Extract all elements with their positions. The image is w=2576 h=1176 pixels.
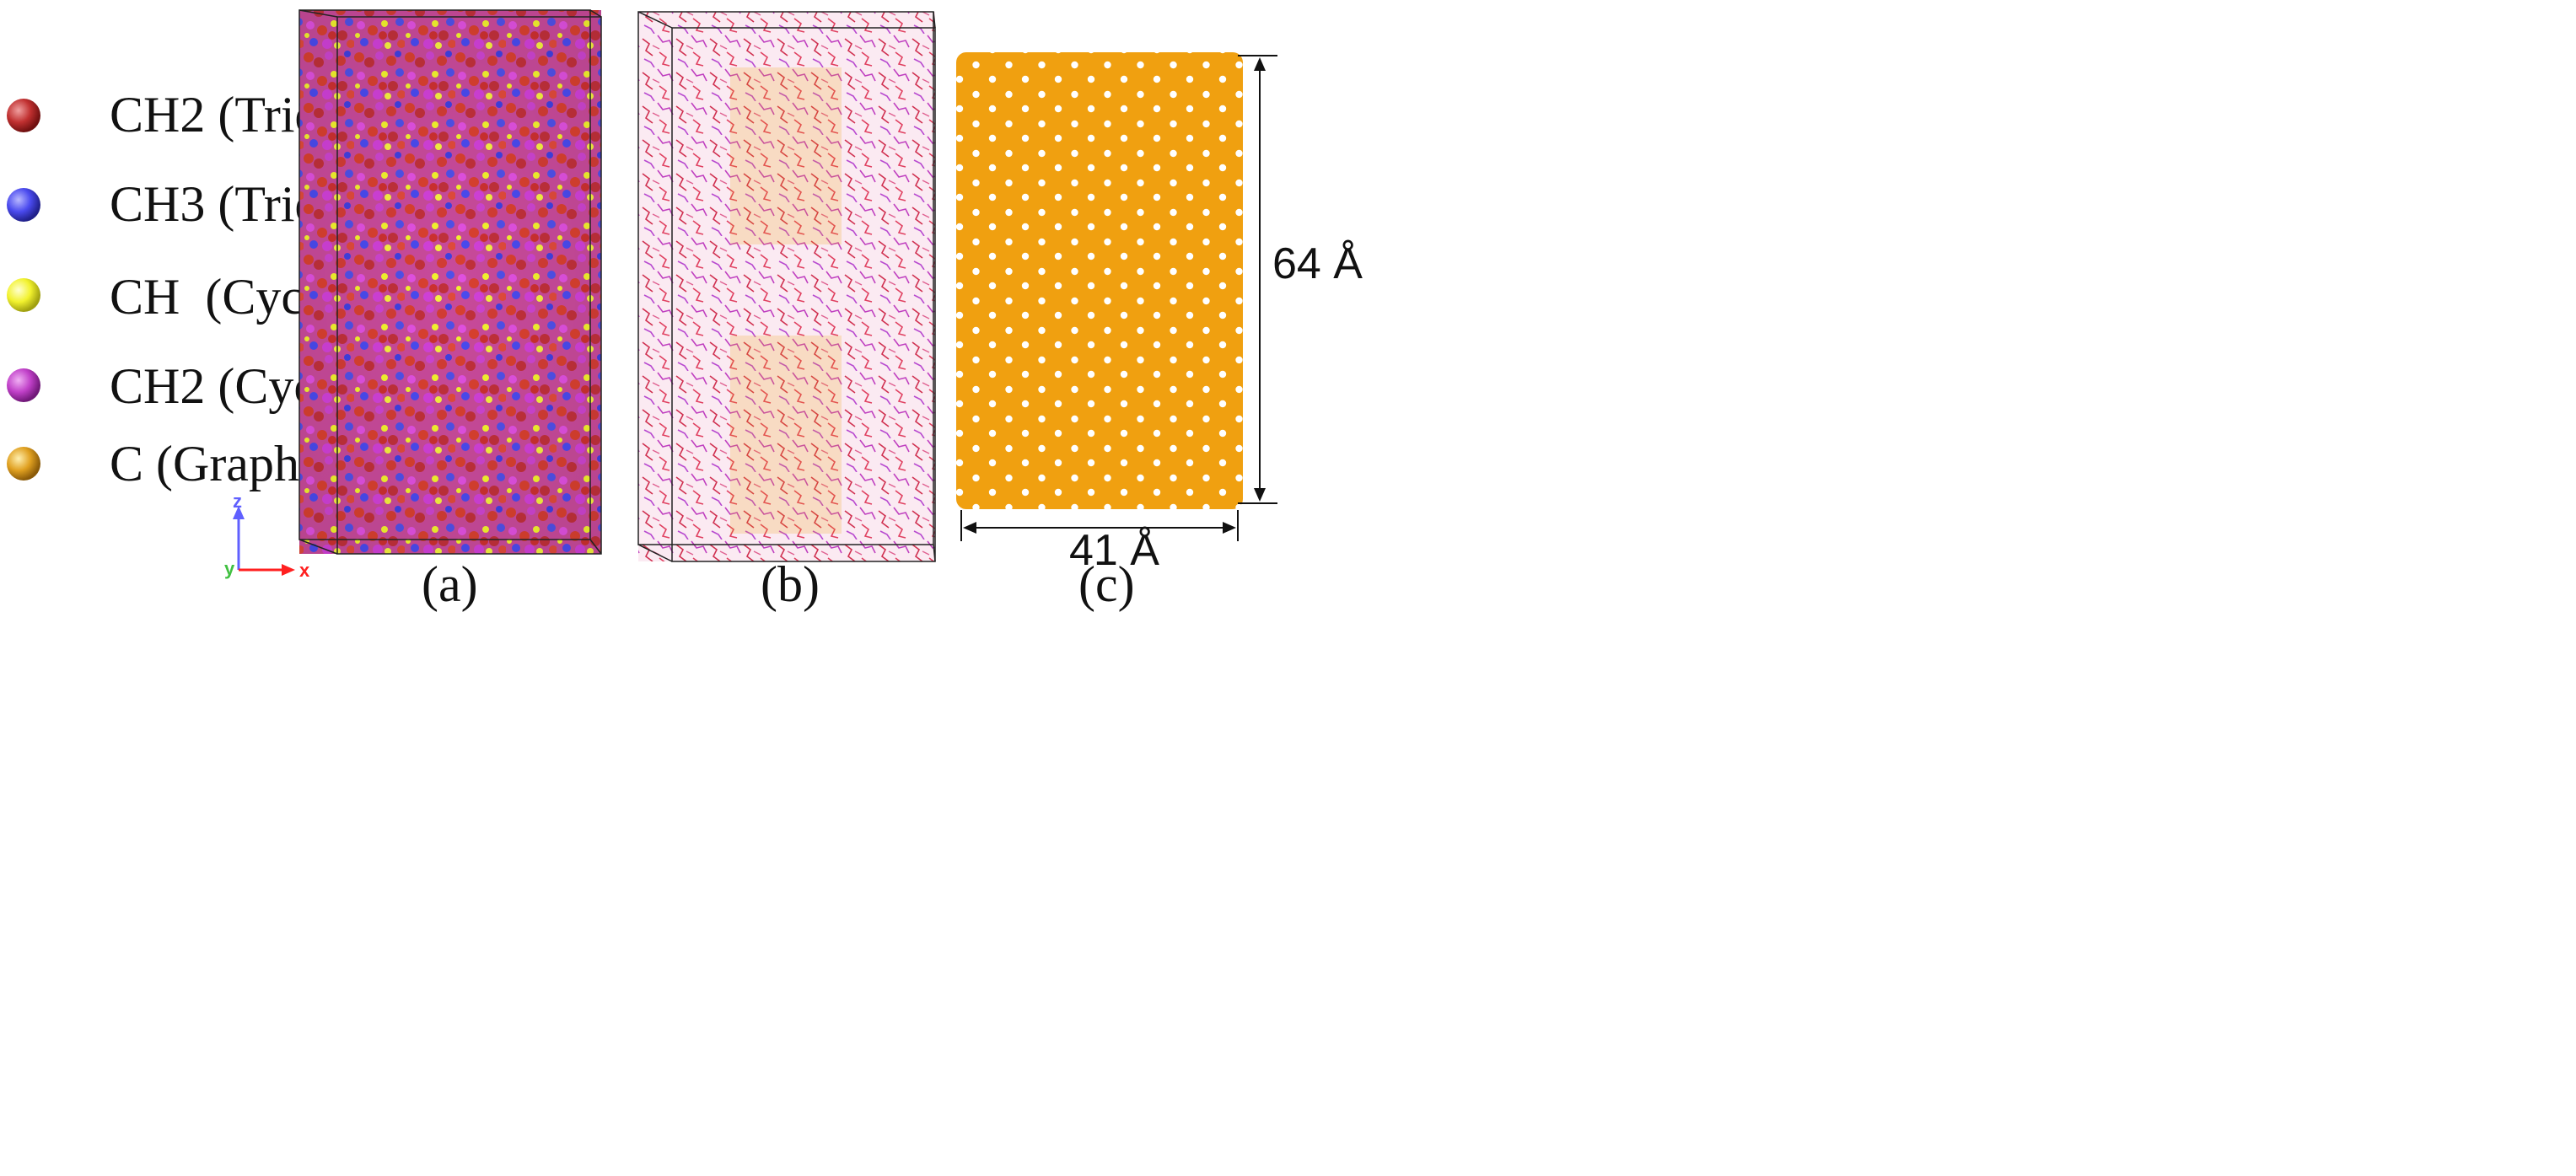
panel-caption-a: (a) [422,556,478,612]
panel-caption-c: (c) [1078,556,1135,612]
panel-b: (b) [637,11,936,612]
graphene-sheet [956,52,1243,509]
panel-a: (a) [298,9,602,612]
ch2-cycloalkanes-sphere-icon [7,368,40,402]
panel-c: 64 Å 41 Å (c) [956,52,1363,612]
ch3-tridecane-sphere-icon [7,188,40,222]
height-label: 64 Å [1272,239,1363,288]
panel-caption-b: (b) [761,556,820,612]
width-dimension [960,510,1239,541]
arrow-up-icon [1254,57,1266,71]
width-label: 41 Å [1069,526,1159,575]
x-arrowhead-icon [282,564,295,576]
z-arrowhead-icon [233,506,245,519]
height-dimension [1238,55,1277,504]
axis-triad: z x y [224,491,310,581]
c-graphene-sphere-icon [7,447,40,481]
arrow-right-icon [1223,522,1236,534]
simulation-box-outline [637,11,936,562]
y-axis-label: y [224,558,235,579]
ch2-tridecane-sphere-icon [7,99,40,132]
x-axis-label: x [299,560,310,581]
ch-cycloalkanes-sphere-icon [7,278,40,312]
z-axis-label: z [233,491,242,512]
arrow-down-icon [1254,488,1266,502]
arrow-left-icon [963,522,976,534]
simulation-box-outline [298,9,602,555]
